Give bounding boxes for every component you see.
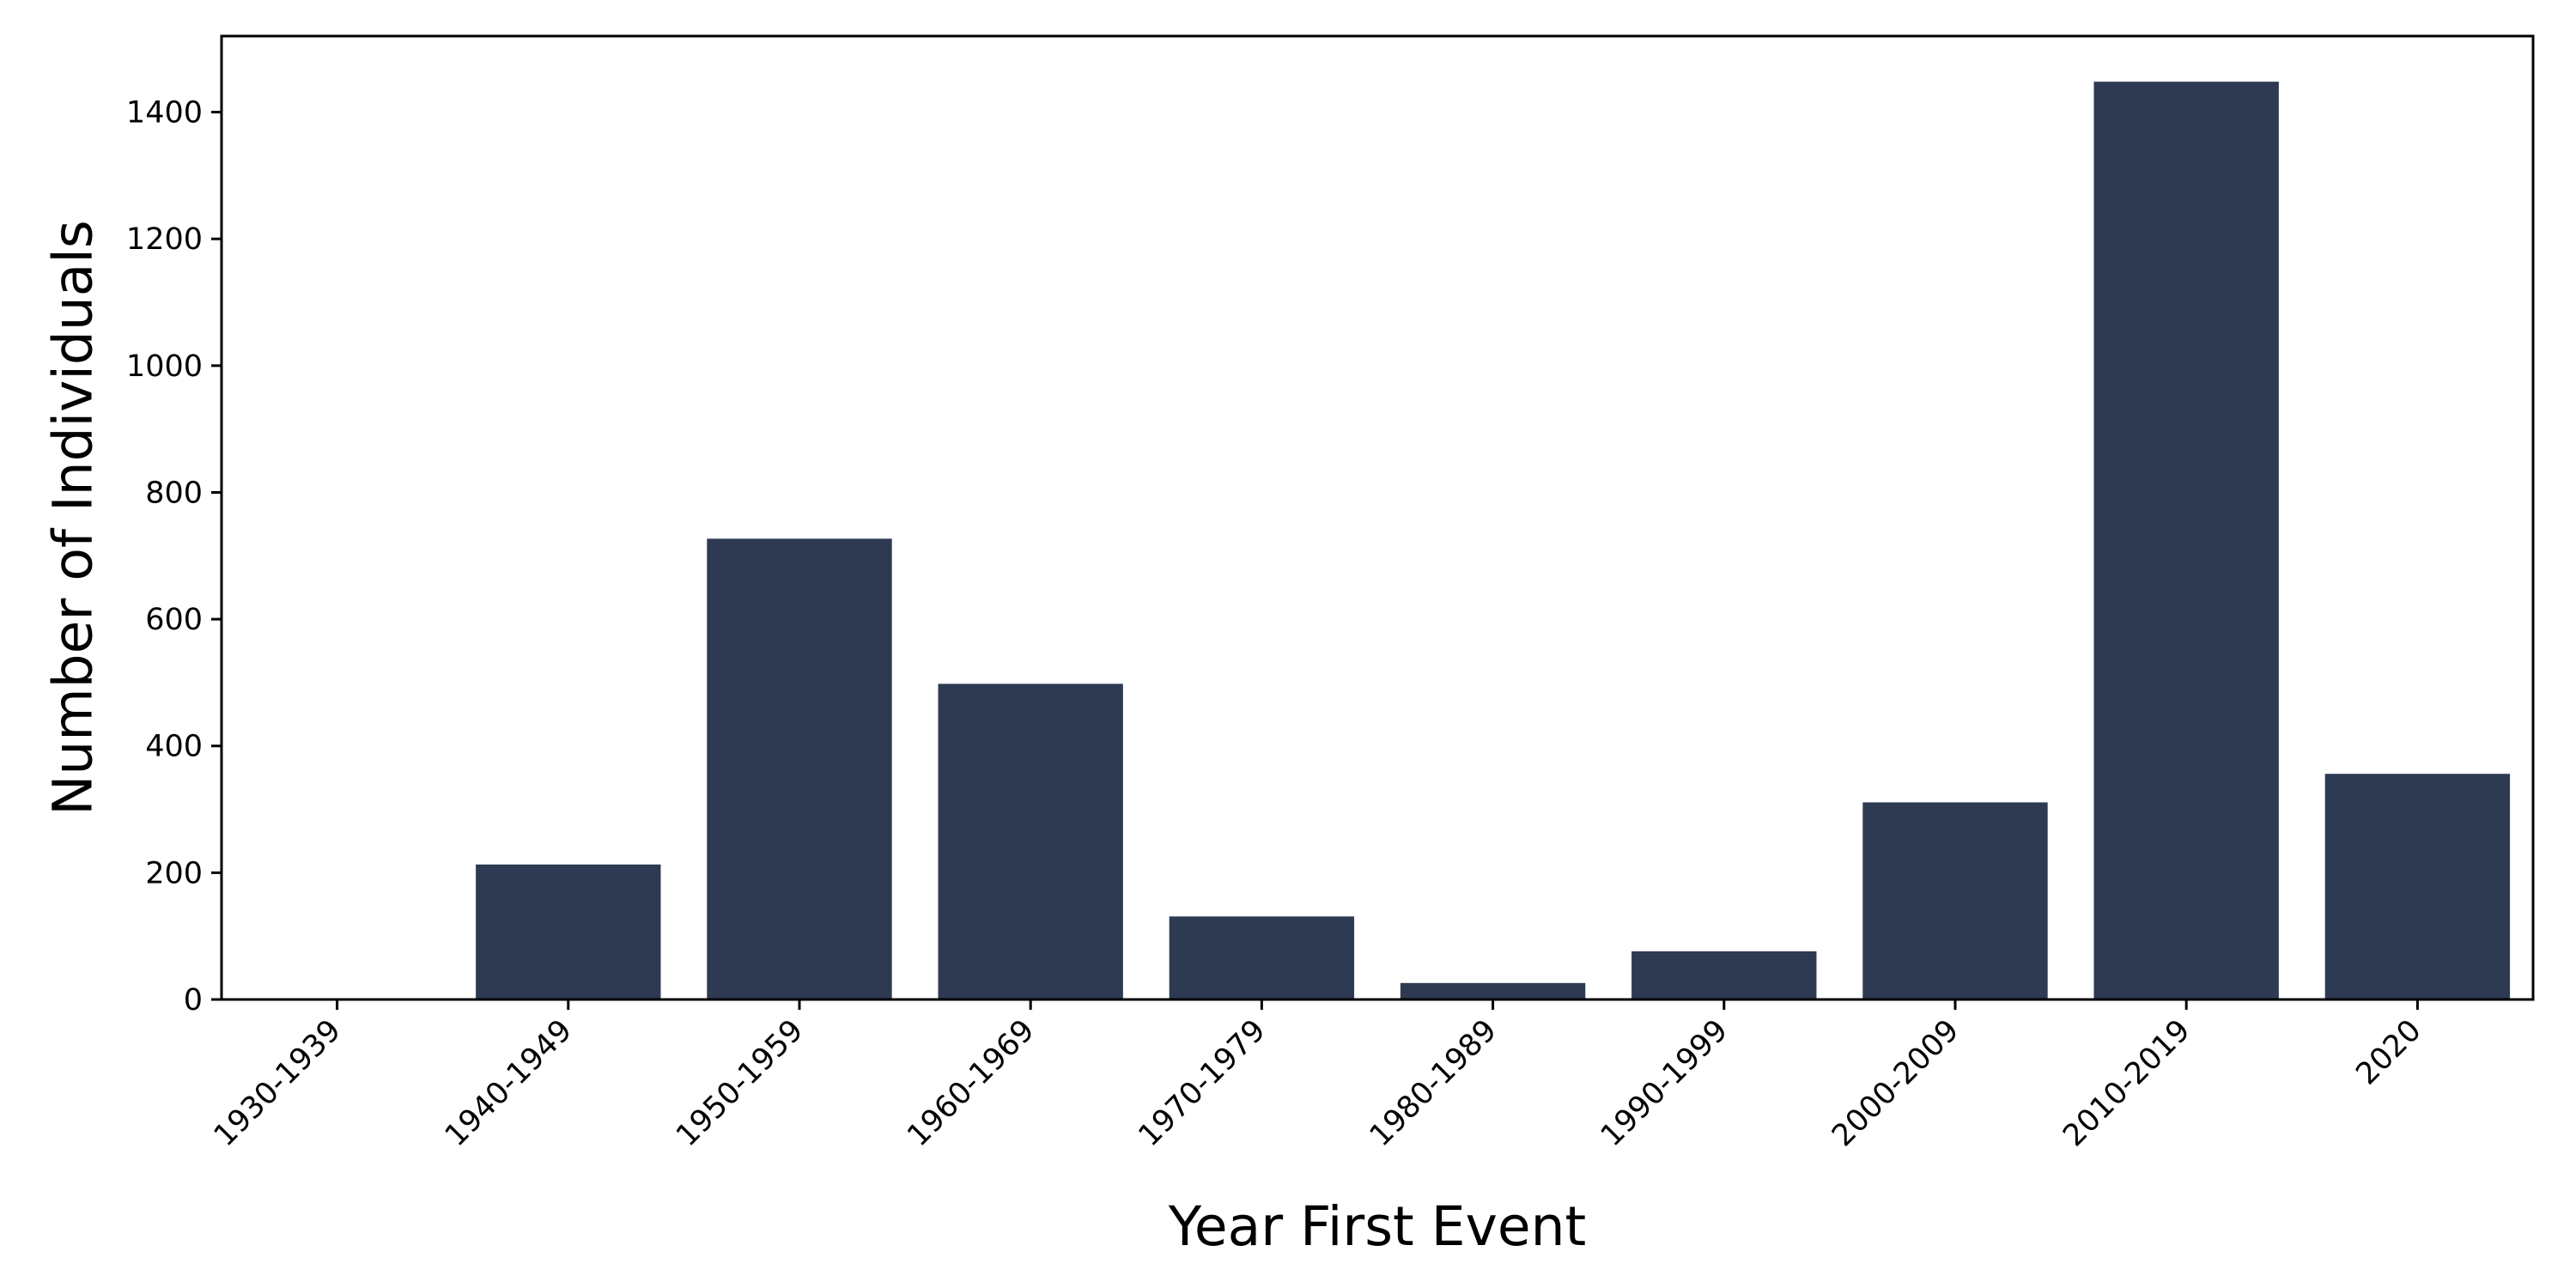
y-tick-label: 200: [145, 856, 203, 890]
y-tick-label: 800: [145, 476, 203, 510]
y-tick-label: 1400: [126, 96, 203, 131]
bar-1970-1979: [1169, 916, 1355, 999]
y-tick-label: 1200: [126, 222, 203, 257]
y-tick-label: 1000: [126, 349, 203, 384]
bar-1990-1999: [1631, 951, 1817, 999]
y-axis-label: Number of Individuals: [42, 220, 105, 816]
bar-1950-1959: [707, 538, 892, 999]
bar-2020: [2324, 774, 2511, 999]
bars-group: [244, 82, 2511, 1000]
x-axis-label: Year First Event: [1168, 1195, 1587, 1258]
bar-1960-1969: [938, 683, 1123, 999]
plot-frame: [220, 34, 2535, 1001]
bar-2010-2019: [2093, 82, 2279, 1000]
y-axis: 0 200 400 600 800 1000 1200 1400: [126, 96, 222, 1018]
y-tick-label: 400: [145, 730, 203, 764]
bar-2000-2009: [1862, 802, 2048, 999]
y-tick-label: 600: [145, 603, 203, 637]
bar-1980-1989: [1400, 982, 1586, 999]
bar-1940-1949: [476, 864, 661, 999]
y-tick-label: 0: [184, 983, 203, 1018]
